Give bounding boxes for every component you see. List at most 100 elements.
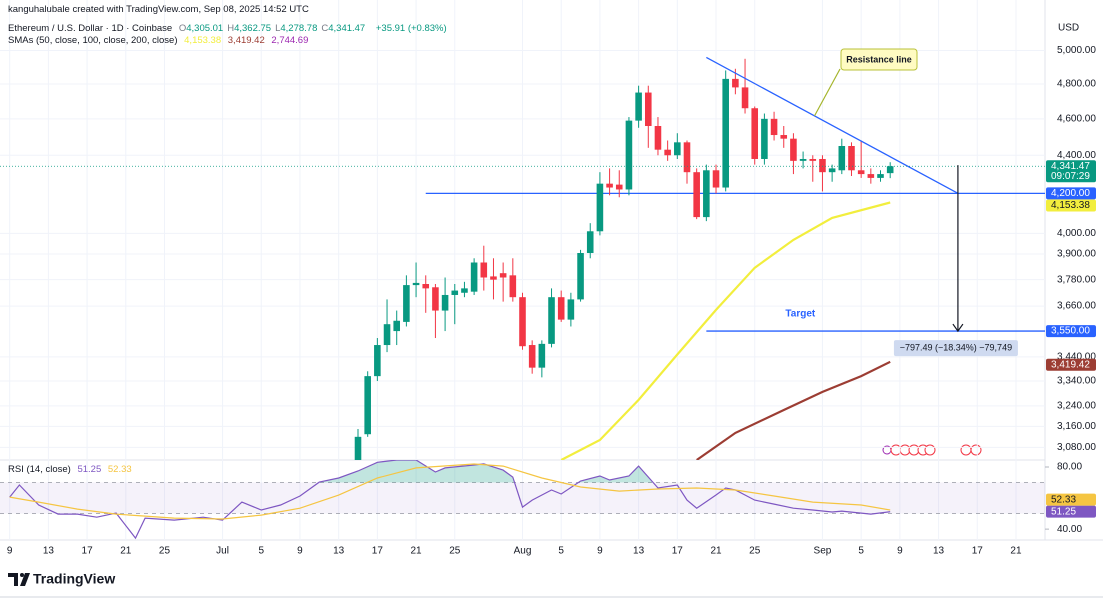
last-price-label-box — [1046, 160, 1096, 183]
sma-value: 4,153.38 — [184, 35, 222, 46]
y-tick-label: 3,240.00 — [1057, 401, 1096, 412]
candle-body — [470, 262, 478, 292]
candle-body — [432, 287, 439, 311]
candle-body — [857, 170, 865, 175]
x-tick-label: 21 — [1010, 546, 1022, 557]
candle-body — [799, 158, 807, 161]
y-tick-label: 3,340.00 — [1057, 376, 1096, 387]
candle-body — [732, 78, 739, 88]
rsi-label: 51.25 — [1051, 506, 1076, 517]
overbought-fill — [9, 460, 891, 483]
x-tick-label: 25 — [159, 546, 171, 557]
x-tick-label: 9 — [597, 546, 603, 557]
candle-body — [577, 253, 584, 300]
event-icons — [882, 444, 982, 456]
symbol-line: Ethereum / U.S. Dollar · 1D · Coinbase O… — [8, 23, 451, 34]
currency: USD — [1058, 23, 1079, 34]
candle-body — [422, 284, 430, 289]
rsi-label-box — [1046, 493, 1096, 506]
x-tick-label: 21 — [710, 546, 722, 557]
candle-body — [886, 166, 894, 174]
candle-body — [615, 184, 623, 190]
x-tick-label: 9 — [297, 546, 303, 557]
price-pane: Target — [0, 56, 1045, 460]
ohlc-value: 4,341.47 — [328, 23, 366, 34]
candle-body — [838, 146, 846, 171]
ohlc-value: 4,362.75 — [234, 23, 272, 34]
y-tick-label: 4,000.00 — [1057, 228, 1096, 239]
x-tick-label: 21 — [120, 546, 132, 557]
y-tick-label: 3,660.00 — [1057, 301, 1096, 312]
sma-line: SMAs (50, close, 100, close, 200, close)… — [8, 35, 312, 46]
candle-body — [828, 168, 836, 173]
candle-body — [364, 376, 371, 435]
rsi-title: RSI (14, close) — [8, 464, 71, 475]
logo: TradingView — [8, 571, 115, 587]
x-tick-label: 17 — [372, 546, 384, 557]
candle-body — [683, 142, 691, 173]
candle-body — [770, 118, 778, 136]
candle-body — [557, 297, 565, 320]
candle-body — [664, 149, 671, 156]
y-tick-label: 3,780.00 — [1057, 274, 1096, 285]
sma-value: 2,744.69 — [271, 35, 309, 46]
callout-connector — [813, 68, 841, 117]
candle-body — [693, 172, 700, 218]
arrow-head — [952, 323, 964, 333]
candle-body — [441, 294, 449, 311]
sma-label-box — [1046, 358, 1096, 371]
candle-body — [674, 142, 681, 156]
candle-body — [848, 146, 855, 171]
grid — [0, 0, 1045, 540]
candle-body — [480, 262, 488, 278]
level-label-box — [1046, 325, 1096, 338]
rsi-value: 52.33 — [107, 464, 132, 475]
candle-body — [809, 158, 817, 161]
x-tick-label: Sep — [814, 546, 832, 557]
y-tick-label: 3,080.00 — [1057, 442, 1096, 453]
candle-body — [751, 108, 759, 159]
y-tick-label: 4,600.00 — [1057, 113, 1096, 124]
rsi-band — [0, 482, 1045, 514]
ohlc-key: O — [178, 23, 187, 34]
x-tick-label: 17 — [972, 546, 984, 557]
candle-body — [867, 174, 875, 178]
level-label-box — [1046, 187, 1096, 200]
sma-title: SMAs (50, close, 100, close, 200, close) — [8, 35, 178, 46]
candle-body — [790, 138, 797, 161]
last-price-label: 4,341.47 — [1051, 161, 1090, 172]
x-tick-label: 5 — [858, 546, 864, 557]
measure-text: −797.49 (−18.34%) −79,749 — [900, 342, 1012, 352]
candle-body — [635, 92, 642, 121]
x-tick-label: 25 — [749, 546, 761, 557]
candle-body — [393, 320, 401, 332]
rsi-value: 51.25 — [77, 464, 102, 475]
candle-body — [586, 231, 594, 254]
candle-body — [654, 125, 662, 150]
sma-line — [696, 360, 891, 460]
x-tick-label: 13 — [43, 546, 55, 557]
sma-label: 3,419.42 — [1051, 359, 1090, 370]
measure-box — [893, 340, 1018, 357]
candle-body — [644, 92, 652, 126]
symbol: Ethereum / U.S. Dollar · 1D · Coinbase — [8, 23, 173, 34]
candle-body — [451, 290, 459, 295]
y-tick-label: 4,800.00 — [1057, 79, 1096, 90]
candle-body — [703, 170, 710, 218]
candle-body — [509, 275, 517, 298]
rsi-line: RSI (14, close) 51.25 52.33 — [8, 464, 136, 475]
callout-text: Resistance line — [846, 54, 912, 64]
rsi-line — [9, 460, 891, 540]
axes: 9 13 17 21 25 Jul 5 9 13 17 21 25 Aug 5 9 13 17 21 25 Sep 5 9… — [7, 45, 1096, 556]
candle-body — [567, 299, 575, 320]
candle-body — [548, 297, 555, 344]
candle-body — [606, 183, 613, 188]
candle-body — [819, 158, 826, 173]
x-tick-label: Aug — [514, 546, 532, 557]
credit: kanguhalubale created with TradingView.c… — [8, 4, 309, 15]
change: +35.91 (+0.83%) — [375, 23, 447, 34]
ohlc-value: 4,278.78 — [280, 23, 318, 34]
x-tick-label: 5 — [558, 546, 564, 557]
y-tick-label: 40.00 — [1057, 524, 1082, 535]
rsi-label-box — [1046, 505, 1096, 518]
